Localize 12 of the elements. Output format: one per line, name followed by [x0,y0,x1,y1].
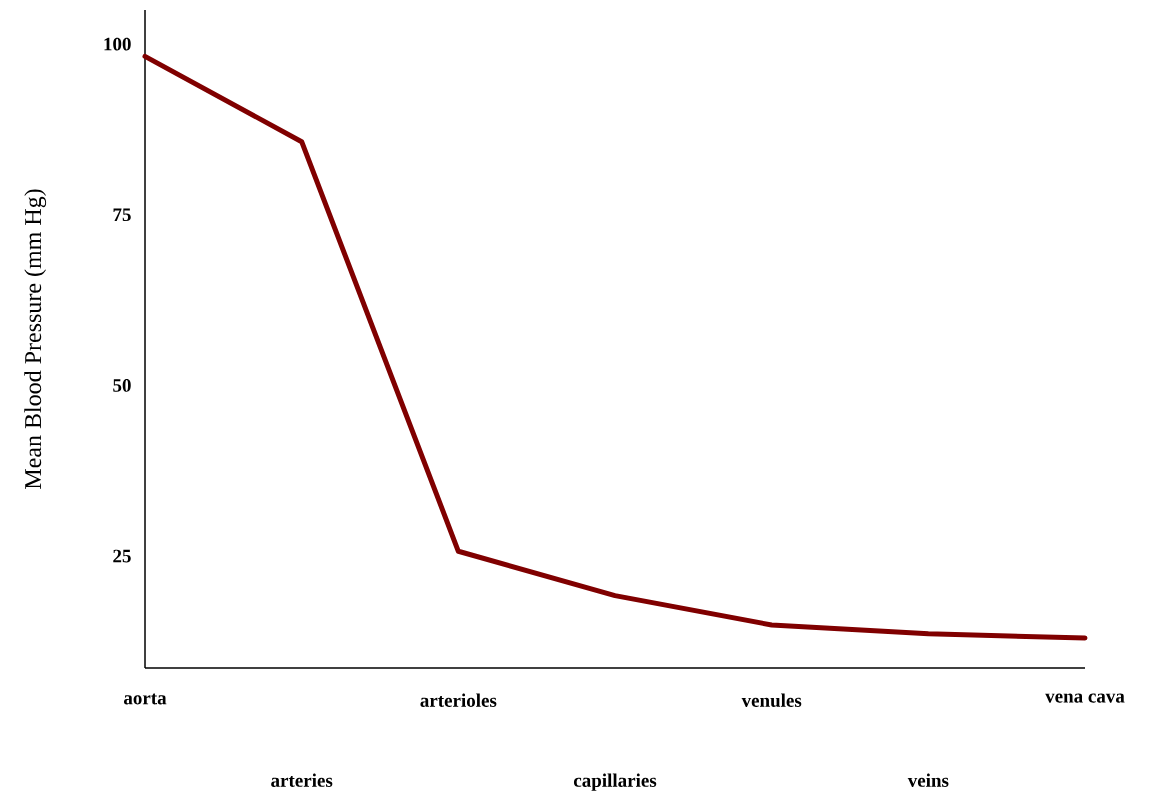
y-tick-label: 50 [113,379,131,392]
x-tick-label: venules [741,693,802,707]
x-tick-label: vena cava [1045,693,1125,703]
y-tick-label: 75 [113,208,131,222]
x-tick-label: veins [907,773,949,787]
x-tick-label: capillaries [573,773,657,791]
x-tick-label: aorta [123,693,167,705]
y-tick-label: 25 [113,549,131,563]
x-tick-label: arterioles [420,693,497,707]
y-tick-label: 100 [104,37,131,51]
x-tick-label: arteries [271,773,333,787]
y-axis-title: Mean Blood Pressure (mm Hg) [24,189,47,489]
